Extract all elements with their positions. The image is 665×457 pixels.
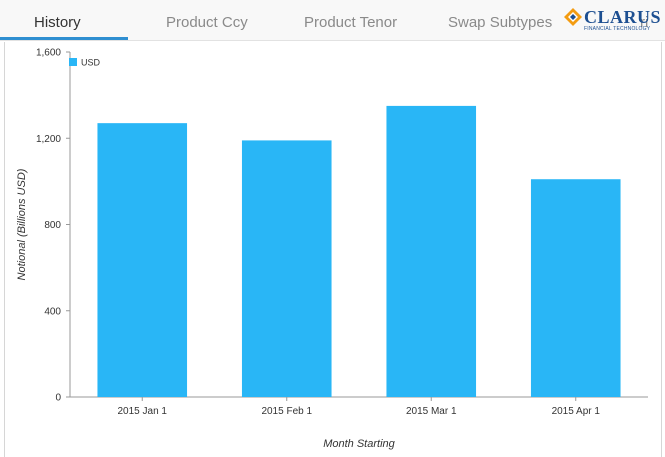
legend-swatch <box>69 58 77 66</box>
bar-chart: 0 400 800 1,200 1,600 2015 Jan 1 2015 Feb 1 201… <box>16 48 648 450</box>
x-tick-label: 2015 Jan 1 <box>118 406 168 417</box>
x-tick-label: 2015 Feb 1 <box>261 406 312 417</box>
y-tick-label: 800 <box>44 220 61 231</box>
logo-name: CLARUS <box>584 7 662 27</box>
tab-product-tenor[interactable]: Product Tenor <box>304 14 398 31</box>
y-tick-label: 0 <box>55 393 61 404</box>
x-axis-title: Month Starting <box>323 438 395 450</box>
tab-bar: History Product Ccy Product Tenor Swap S… <box>0 0 665 41</box>
chart-panel: 0 400 800 1,200 1,600 2015 Jan 1 2015 Feb 1 201… <box>4 42 662 457</box>
tab-product-ccy[interactable]: Product Ccy <box>166 14 248 31</box>
bar <box>241 140 332 397</box>
bar <box>530 179 621 397</box>
y-tick-label: 1,200 <box>36 134 61 145</box>
tab-overflow-text[interactable]: ri <box>640 14 649 31</box>
bar <box>97 123 188 397</box>
y-tick-label: 1,600 <box>36 48 61 59</box>
y-axis-title: Notional (Billions USD) <box>16 168 28 280</box>
x-tick-label: 2015 Apr 1 <box>552 406 601 417</box>
y-tick-label: 400 <box>44 306 61 317</box>
bar <box>386 105 477 397</box>
clarus-logo-icon <box>564 8 582 26</box>
logo-subtitle: FINANCIAL TECHNOLOGY <box>584 26 651 32</box>
x-tick-label: 2015 Mar 1 <box>406 406 457 417</box>
active-tab-indicator <box>0 37 128 40</box>
clarus-logo: CLARUS FINANCIAL TECHNOLOGY <box>562 5 665 35</box>
legend-label: USD <box>81 58 101 68</box>
tab-swap-subtypes[interactable]: Swap Subtypes <box>448 14 553 31</box>
tab-history[interactable]: History <box>34 14 81 31</box>
